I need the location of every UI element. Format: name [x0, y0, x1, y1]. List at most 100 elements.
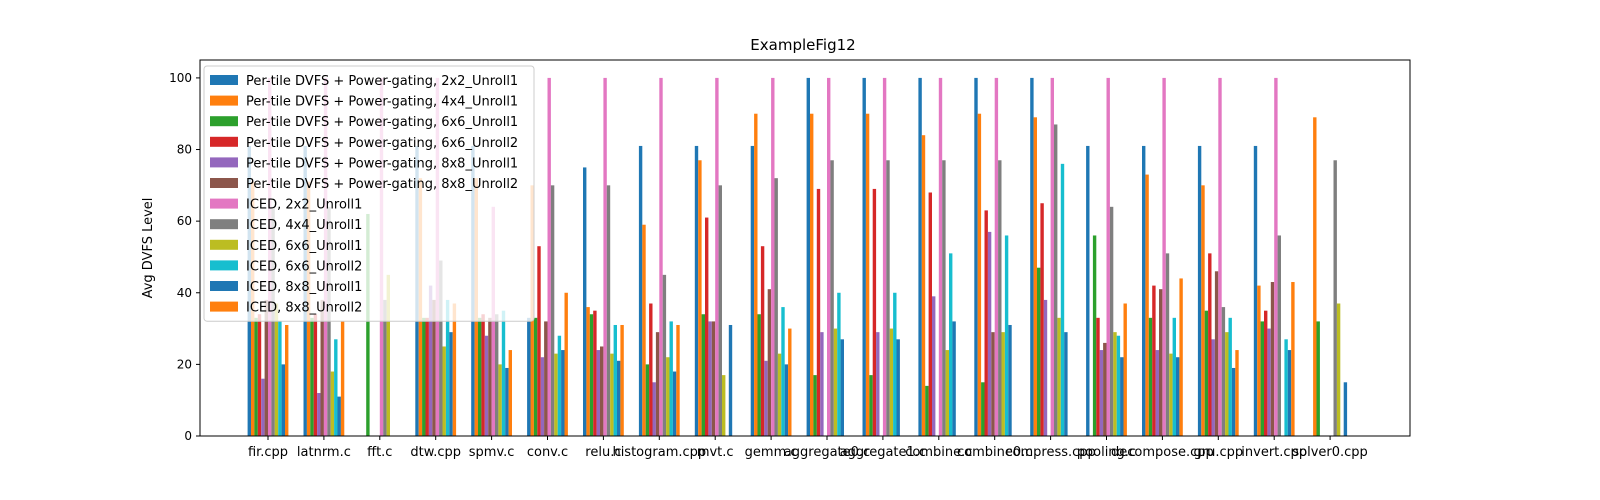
legend-label: Per-tile DVFS + Power-gating, 4x4_Unroll… — [246, 95, 518, 110]
bar — [495, 314, 499, 436]
bar — [589, 314, 594, 436]
bar — [840, 339, 844, 436]
bar — [767, 289, 772, 436]
legend-label: ICED, 2x2_Unroll1 — [246, 198, 362, 213]
bar — [1054, 124, 1058, 437]
legend-label: Per-tile DVFS + Power-gating, 6x6_Unroll… — [246, 136, 518, 151]
bar — [1004, 235, 1009, 436]
bar — [442, 346, 446, 436]
bar — [649, 303, 653, 436]
bar — [718, 185, 722, 436]
bar — [508, 350, 512, 436]
bar — [638, 145, 643, 436]
bar — [1120, 357, 1124, 436]
bar — [750, 145, 755, 436]
bar — [264, 299, 268, 436]
bar — [757, 314, 761, 436]
bar — [537, 246, 541, 436]
bar — [1179, 278, 1183, 436]
y-tick-label: 20 — [177, 357, 192, 371]
bar — [550, 185, 555, 436]
bar — [662, 274, 667, 436]
bar — [1145, 174, 1149, 436]
bar — [1231, 367, 1236, 436]
bar — [554, 353, 558, 436]
legend-swatch — [210, 198, 238, 209]
bar — [1060, 163, 1065, 436]
bar — [527, 317, 531, 436]
bar — [610, 353, 614, 436]
bar — [432, 299, 436, 436]
bar — [540, 357, 545, 436]
bar — [938, 77, 943, 437]
bar — [869, 375, 873, 436]
y-tick-label: 60 — [177, 214, 192, 228]
bar — [1284, 339, 1288, 436]
bar — [876, 332, 880, 436]
bar — [313, 314, 318, 436]
bar — [810, 113, 814, 437]
bar — [1165, 253, 1170, 436]
legend-label: ICED, 4x4_Unroll1 — [246, 218, 362, 233]
x-tick-label: combine0.c — [957, 445, 1032, 460]
bar — [1030, 77, 1034, 437]
bar — [925, 385, 929, 436]
bar — [501, 310, 506, 436]
bar — [1333, 160, 1337, 436]
x-tick-label: relu.c — [585, 445, 621, 460]
bar — [816, 188, 821, 436]
bar — [666, 357, 670, 436]
bar — [977, 113, 982, 437]
x-tick-label: gru.cpp — [1193, 445, 1243, 460]
bar — [1260, 321, 1264, 436]
bar — [1197, 145, 1202, 436]
bar — [1159, 289, 1163, 436]
bar — [330, 371, 335, 436]
bar — [918, 77, 922, 437]
bar — [715, 77, 719, 437]
bar — [806, 77, 810, 437]
bar — [445, 299, 450, 436]
bar — [600, 346, 604, 436]
bar — [366, 213, 370, 436]
bar — [1142, 145, 1146, 436]
bar — [984, 210, 988, 436]
bar — [561, 350, 565, 436]
bar — [1050, 77, 1054, 437]
bar — [1267, 328, 1271, 436]
bar — [334, 339, 338, 436]
bar — [701, 314, 705, 436]
bar — [820, 332, 824, 436]
bar — [557, 335, 562, 436]
bar — [1037, 267, 1041, 436]
bar — [1064, 332, 1068, 436]
bar — [949, 253, 953, 436]
bar — [1008, 324, 1012, 436]
bar — [484, 335, 489, 436]
bar — [425, 317, 429, 436]
bar — [544, 321, 548, 436]
bar — [1113, 332, 1117, 436]
bar — [1043, 299, 1048, 436]
bar — [777, 353, 782, 436]
bar — [981, 382, 985, 436]
bar — [1316, 321, 1320, 436]
y-tick-label: 0 — [184, 429, 192, 443]
bar — [974, 77, 978, 437]
bar — [340, 321, 345, 436]
bar — [928, 192, 932, 436]
bar — [564, 292, 568, 436]
legend-swatch — [210, 219, 238, 230]
bar — [1033, 117, 1037, 437]
legend-label: Per-tile DVFS + Power-gating, 8x8_Unroll… — [246, 177, 518, 192]
x-tick-label: combine.c — [905, 445, 972, 460]
bar — [1287, 350, 1292, 436]
bar — [771, 77, 775, 437]
bar — [337, 396, 341, 436]
bar — [921, 135, 926, 436]
bar — [439, 260, 443, 436]
x-tick-label: latnrm.c — [297, 445, 351, 460]
bar — [1116, 335, 1121, 436]
bar — [1270, 282, 1275, 436]
y-tick-label: 100 — [169, 71, 192, 85]
